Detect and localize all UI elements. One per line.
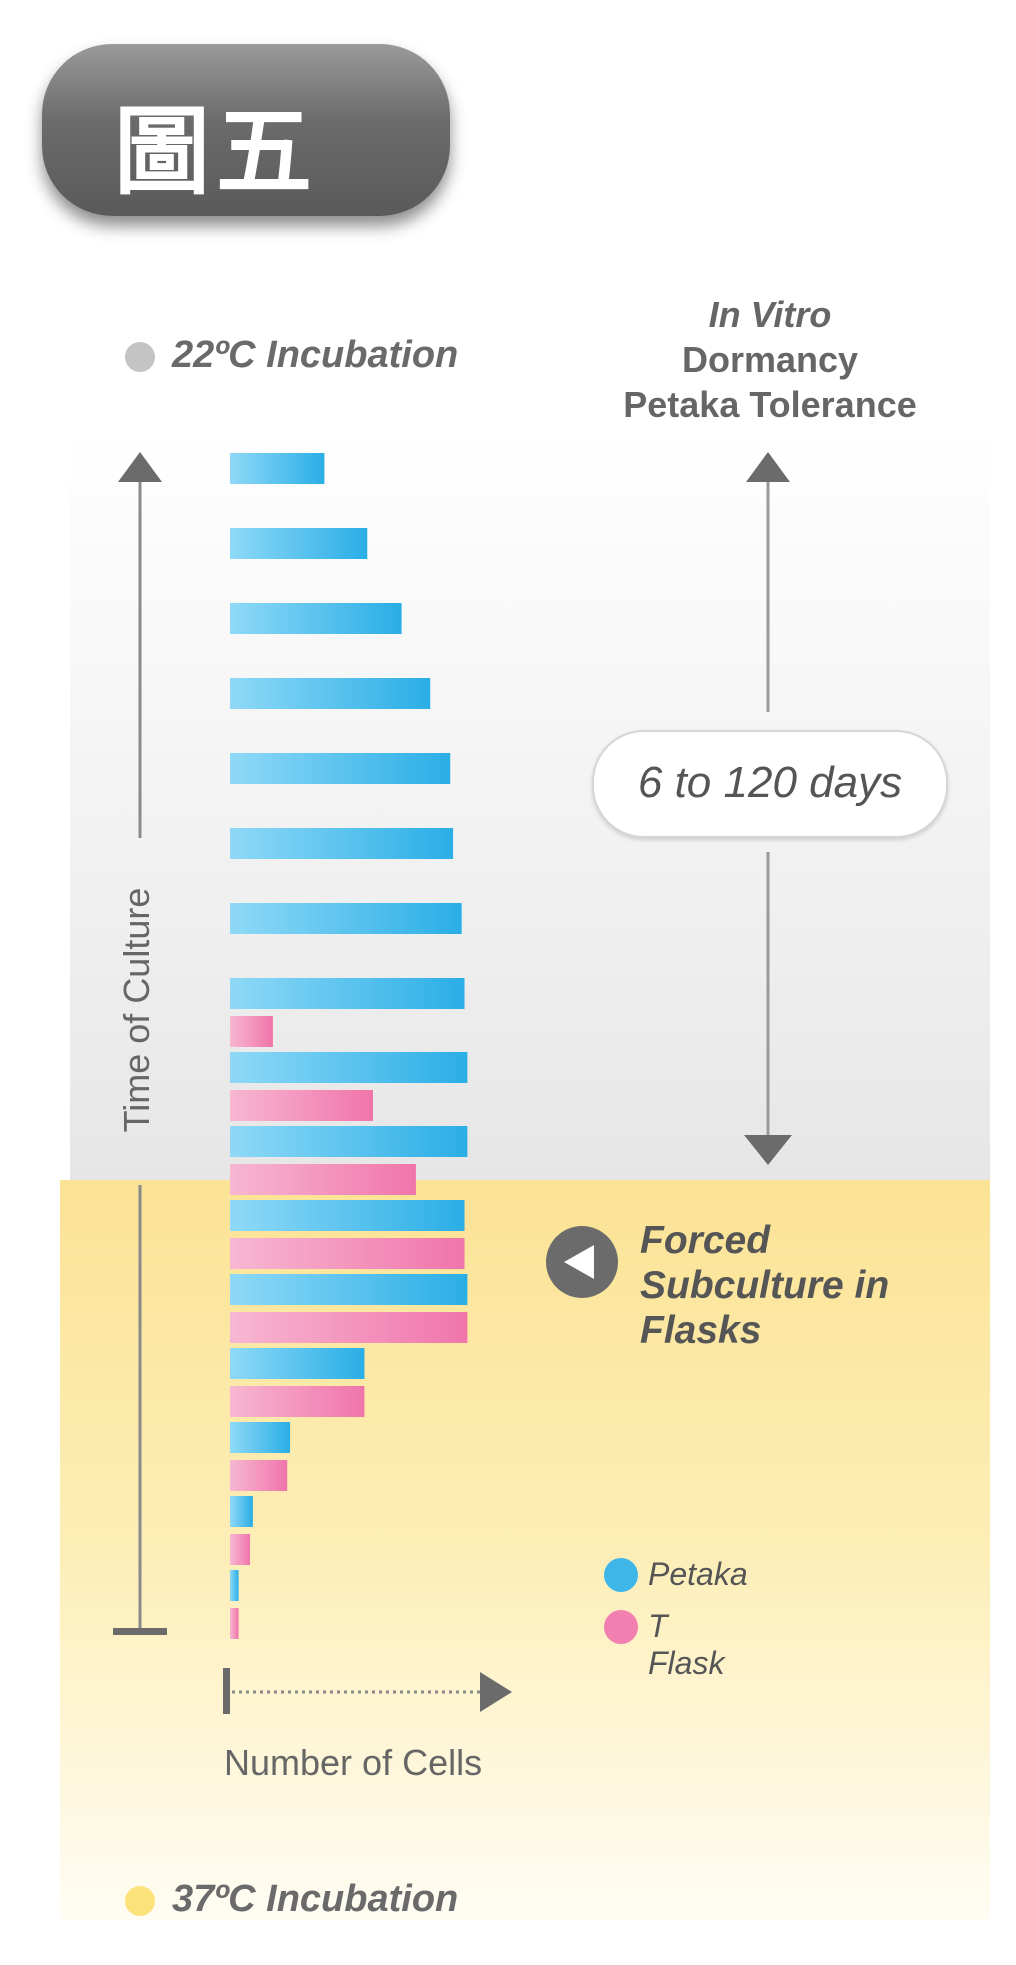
incubation-37-label: 37ºC Incubation [172, 1878, 459, 1920]
dormancy-line-3: Petaka Tolerance [623, 384, 917, 425]
bar-tflask-15 [230, 1534, 251, 1565]
x-axis-origin-tick [223, 1668, 230, 1714]
x-axis-arrowhead [480, 1672, 512, 1712]
dormancy-line-1: In Vitro [708, 294, 832, 335]
bar-petaka-9 [230, 1052, 468, 1083]
bar-tflask-16 [230, 1608, 239, 1639]
bar-petaka-1 [230, 453, 325, 484]
bar-petaka-16 [230, 1570, 239, 1601]
bar-tflask-12 [230, 1312, 468, 1343]
bar-tflask-9 [230, 1090, 373, 1121]
dormancy-down-arrowhead [744, 1135, 792, 1165]
bar-petaka-15 [230, 1496, 253, 1527]
dormancy-up-arrowhead [746, 452, 790, 482]
forced-line-3: Flasks [640, 1309, 762, 1352]
bars-group [230, 453, 468, 1639]
legend-swatch-petaka [604, 1558, 638, 1592]
bar-petaka-8 [230, 978, 465, 1009]
duration-pill: 6 to 120 days [592, 730, 948, 838]
legend-label-petaka: Petaka [648, 1556, 748, 1592]
incubation-37-dot [125, 1886, 155, 1916]
incubation-37-zone [60, 1180, 990, 1920]
legend-label-tflask: T Flask [648, 1608, 725, 1681]
bar-petaka-6 [230, 828, 454, 859]
bar-petaka-7 [230, 903, 462, 934]
left-triangle-icon [564, 1245, 594, 1279]
bar-petaka-4 [230, 678, 431, 709]
bar-petaka-10 [230, 1126, 468, 1157]
bar-tflask-10 [230, 1164, 416, 1195]
bar-petaka-3 [230, 603, 402, 634]
incubation-22-label: 22ºC Incubation [172, 334, 459, 376]
incubation-22-dot [125, 342, 155, 372]
figure-badge: 圖五 [42, 44, 450, 216]
bar-petaka-11 [230, 1200, 465, 1231]
forced-subculture-label: Forced Subculture in Flasks [640, 1218, 889, 1353]
y-axis-arrowhead [118, 452, 162, 482]
bar-petaka-2 [230, 528, 368, 559]
bar-tflask-14 [230, 1460, 288, 1491]
bar-petaka-5 [230, 753, 451, 784]
figure-badge-label: 圖五 [114, 99, 318, 206]
x-axis-title: Number of Cells [224, 1742, 483, 1783]
legend-swatch-tflask [604, 1610, 638, 1644]
dormancy-title: In Vitro Dormancy Petaka Tolerance [590, 292, 950, 427]
dormancy-line-2: Dormancy [681, 339, 859, 380]
forced-line-1: Forced [640, 1219, 771, 1262]
bar-petaka-12 [230, 1274, 468, 1305]
y-axis-base-tick [113, 1628, 167, 1635]
bar-tflask-11 [230, 1238, 465, 1269]
bar-tflask-8 [230, 1016, 273, 1047]
bar-tflask-13 [230, 1386, 365, 1417]
bar-petaka-14 [230, 1422, 291, 1453]
forced-line-2: Subculture in [640, 1264, 890, 1307]
duration-label: 6 to 120 days [637, 758, 903, 807]
bar-petaka-13 [230, 1348, 365, 1379]
